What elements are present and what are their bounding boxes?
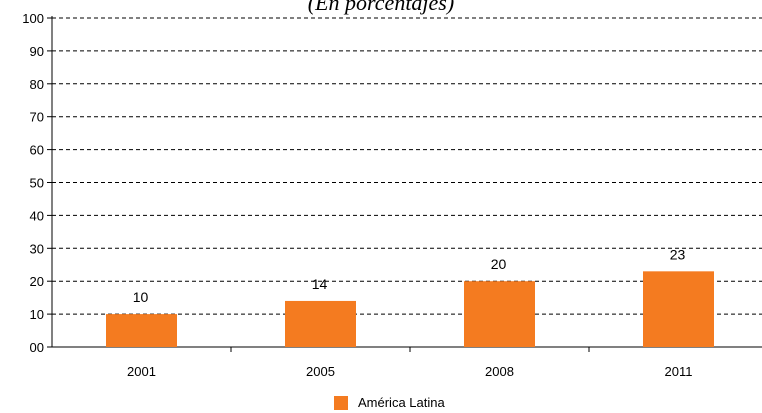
y-tick-label: 60 [30, 143, 44, 158]
data-label: 23 [670, 246, 686, 262]
data-label: 14 [312, 276, 328, 292]
legend-label: América Latina [358, 395, 445, 410]
y-tick-label: 50 [30, 176, 44, 191]
y-tick-label: 20 [30, 274, 44, 289]
y-tick-label: 00 [30, 340, 44, 355]
legend: América Latina [334, 395, 445, 410]
y-tick-label: 70 [30, 110, 44, 125]
data-label: 20 [491, 256, 507, 272]
y-tick-label: 90 [30, 44, 44, 59]
x-tick-label: 2001 [127, 364, 156, 379]
legend-swatch [334, 395, 348, 410]
x-tick-label: 2008 [485, 364, 514, 379]
bar [464, 281, 535, 347]
y-tick-label: 30 [30, 241, 44, 256]
bar [643, 271, 714, 347]
y-tick-label: 10 [30, 307, 44, 322]
chart-subtitle: (En porcentajes) [307, 0, 455, 15]
bar [106, 314, 177, 347]
x-tick-label: 2011 [665, 364, 693, 379]
data-label: 10 [133, 289, 149, 305]
y-tick-label: 100 [22, 11, 44, 26]
x-tick-label: 2005 [306, 364, 335, 379]
y-tick-label: 80 [30, 77, 44, 92]
bar [285, 300, 356, 347]
y-tick-label: 40 [30, 208, 44, 223]
